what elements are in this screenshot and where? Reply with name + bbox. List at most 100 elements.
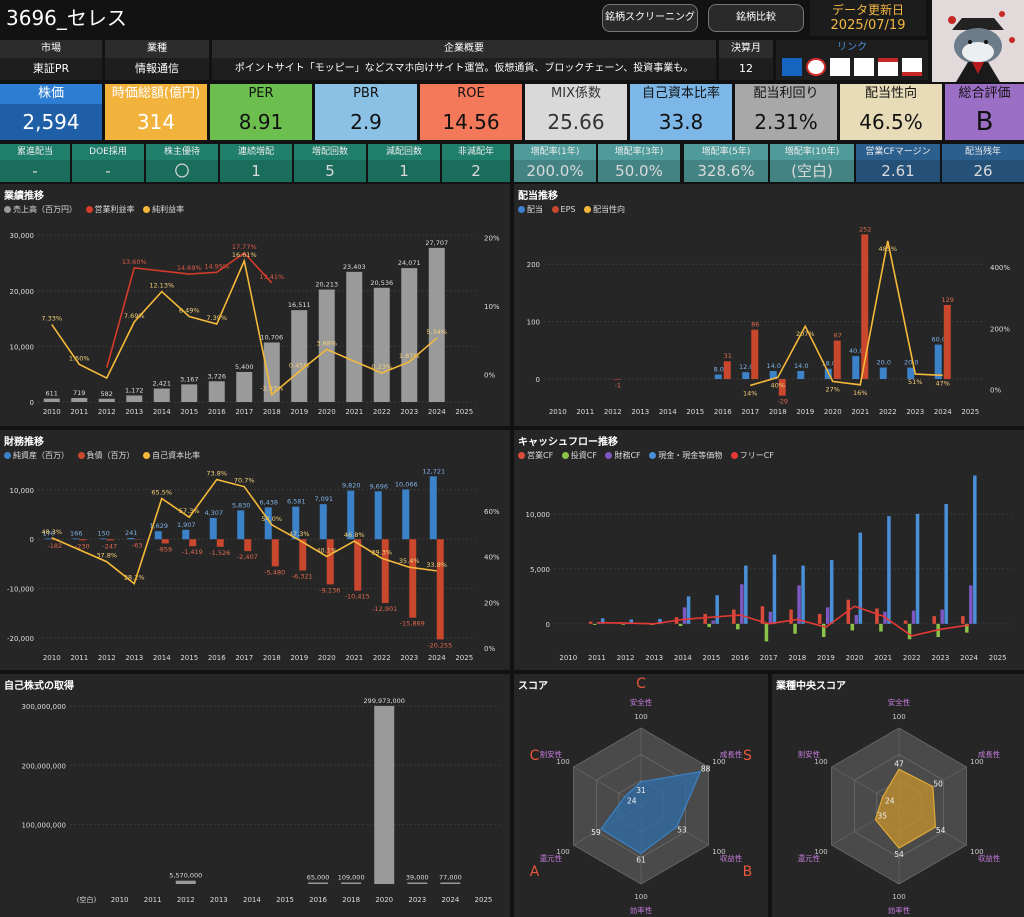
small-metric-value: 2	[442, 160, 510, 182]
earnings-panel: 業績推移 売上高（百万円） 営業利益率 純利益率 0 10,000 20,000 30…	[0, 184, 510, 426]
x-tick: 2016	[208, 408, 226, 416]
irbank-link-icon[interactable]	[782, 58, 802, 76]
buyback-label: 299,973,000	[364, 697, 405, 705]
x-tick: 2023	[408, 896, 426, 904]
small-metric-7: 増配率(1年) 200.0%	[514, 144, 596, 182]
equity-label: 241	[125, 529, 137, 537]
x-tick: 2024	[441, 896, 459, 904]
cf-bar-2	[711, 620, 715, 624]
equity-bar	[154, 531, 162, 540]
radar-axis-label: 収益性	[720, 853, 743, 863]
x-tick: 2011	[70, 408, 88, 416]
x-tick: 2021	[345, 408, 363, 416]
avatar	[932, 0, 1024, 82]
radar-grade: C	[636, 676, 646, 692]
cf-bar-0	[903, 620, 908, 624]
cashflow-panel: キャッシュフロー推移 営業CF 投資CF 財務CF 現金・現金等価物 フリーCF…	[514, 430, 1024, 670]
dividend-label: 14.0	[794, 362, 808, 370]
finance-title: 財務推移	[4, 437, 44, 448]
payout-label: 27%	[826, 385, 840, 393]
x-tick: 2016	[714, 408, 732, 416]
x-tick: 2014	[243, 896, 261, 904]
equity-bar	[182, 529, 190, 540]
legend-equity: 純資産（百万）	[13, 451, 69, 460]
y-tick: 5,000	[530, 566, 550, 574]
small-metric-value: 50.0%	[598, 160, 680, 182]
metric-value: 8.91	[210, 104, 312, 140]
x-tick: 2025	[989, 654, 1007, 662]
y-tick: 20,000	[10, 288, 35, 296]
sales-label: 582	[101, 390, 113, 398]
op-margin-label: 14.95%	[204, 262, 229, 270]
op-margin-line	[105, 251, 273, 368]
x-tick: (空白)	[77, 895, 97, 904]
metric-label: 総合評価	[945, 84, 1024, 104]
sales-label: 27,707	[425, 239, 448, 247]
metric-label: 株価	[0, 84, 102, 104]
y-tick: 0	[30, 399, 34, 407]
liability-label: -6,321	[292, 572, 313, 580]
compare-button[interactable]: 銘柄比較	[708, 4, 804, 32]
x-tick: 2024	[428, 654, 446, 662]
equity-bar	[319, 504, 327, 540]
liability-bar	[354, 539, 362, 591]
cf-bar-2	[854, 615, 859, 624]
radar-area	[874, 768, 937, 849]
radar-axis-label: 割安性	[798, 749, 821, 759]
chart-link-icon[interactable]	[854, 58, 874, 76]
metric-5: MIX係数 25.66	[525, 84, 627, 140]
minkabu-link-icon[interactable]	[878, 58, 898, 76]
cf-bar-3	[600, 618, 605, 624]
person-link-icon[interactable]	[830, 58, 850, 76]
eps-bar	[778, 379, 786, 396]
small-metric-value: 1	[368, 160, 440, 182]
metric-value: 2.31%	[735, 104, 837, 140]
sales-bar	[373, 287, 390, 402]
metric-value: 2.9	[315, 104, 417, 140]
radar-axis-label: 効率性	[630, 905, 653, 915]
cf-bar-2	[682, 607, 687, 624]
equity-ratio-label: 70.7%	[234, 477, 255, 485]
kabutan-link-icon[interactable]	[806, 58, 826, 76]
buyback-bar	[341, 882, 362, 884]
sales-bar	[208, 381, 225, 402]
screening-button[interactable]: 銘柄スクリーニング	[602, 4, 698, 32]
market-cell: 市場 東証PR	[0, 40, 102, 80]
link-header: リンク	[776, 40, 928, 56]
equity-bar	[72, 538, 80, 540]
x-tick: 2019	[796, 408, 814, 416]
radar-axis-label: 効率性	[888, 905, 911, 915]
x-tick: 2017	[741, 408, 759, 416]
small-metric-0: 累進配当 -	[0, 144, 70, 182]
small-metric-3: 連続増配 1	[220, 144, 292, 182]
x-tick: 2010	[43, 654, 61, 662]
buyback-bar	[175, 880, 196, 884]
free-cf-line	[596, 605, 970, 637]
radar-grade: S	[743, 748, 752, 764]
y2-tick: 0%	[484, 645, 495, 653]
radar-value: 24	[627, 797, 637, 806]
net-margin-label: 7.39%	[206, 314, 227, 322]
yutai-link-icon[interactable]	[902, 58, 922, 76]
x-tick: 2013	[125, 654, 143, 662]
legend-free-cf: フリーCF	[739, 451, 774, 460]
small-metric-label: 営業CFマージン	[856, 144, 940, 160]
small-metric-5: 減配回数 1	[368, 144, 440, 182]
net-margin-label: 7.69%	[124, 312, 145, 320]
net-margin-label: 16.61%	[232, 251, 257, 259]
cf-bar-0	[760, 606, 765, 624]
sales-label: 20,213	[315, 281, 338, 289]
cf-bar-0	[789, 609, 793, 624]
x-tick: 2015	[180, 408, 198, 416]
liability-label: -63	[132, 542, 143, 550]
radar-max: 100	[814, 758, 827, 766]
cf-bar-3	[744, 565, 748, 624]
payout-label: 51%	[908, 378, 922, 386]
sales-label: 719	[73, 389, 85, 397]
metric-label: 配当性向	[840, 84, 942, 104]
industry-cell: 業種 情報通信	[105, 40, 209, 80]
eps-bar	[751, 329, 759, 380]
y2-tick: 0%	[484, 372, 495, 380]
dividend-panel: 配当推移 配当 EPS 配当性向 0 100 200 0% 200% 400% 2010 20…	[514, 184, 1024, 426]
avatar-illustration	[932, 0, 1024, 82]
